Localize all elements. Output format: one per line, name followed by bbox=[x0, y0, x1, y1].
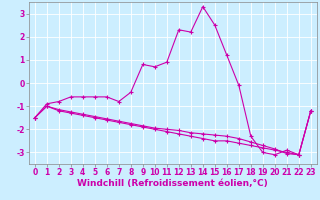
X-axis label: Windchill (Refroidissement éolien,°C): Windchill (Refroidissement éolien,°C) bbox=[77, 179, 268, 188]
